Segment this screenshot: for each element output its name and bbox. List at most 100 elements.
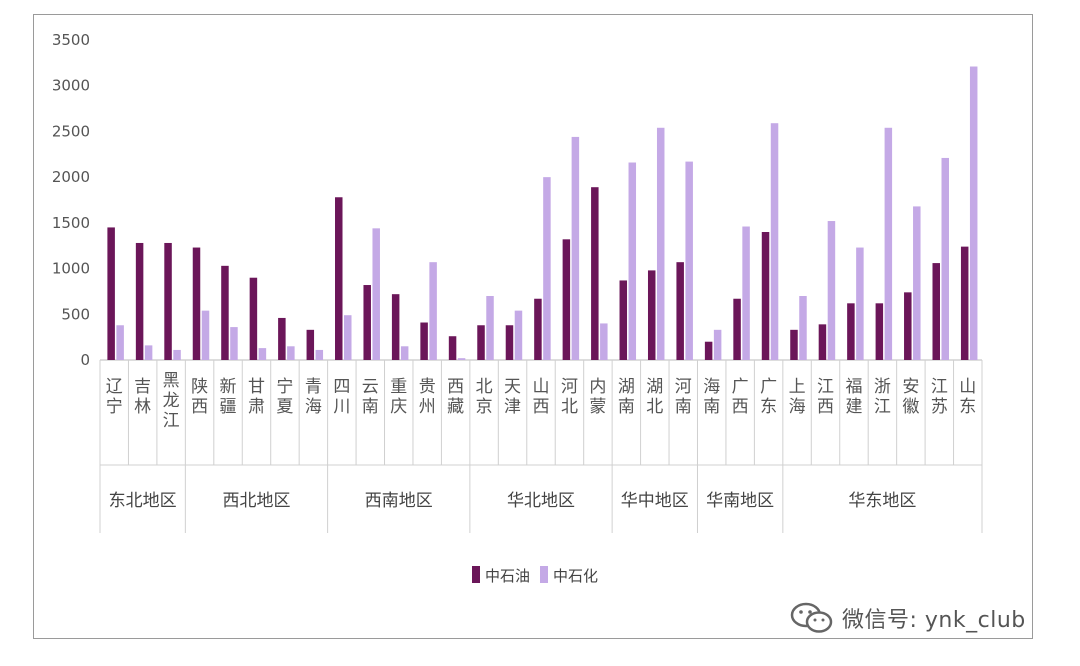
bar-中石化 [600, 323, 608, 360]
category-label: 浙江 [874, 377, 891, 417]
y-tick-label: 3000 [52, 77, 90, 95]
bar-中石化 [770, 123, 779, 360]
bar-中石油 [306, 329, 315, 360]
y-tick-label: 0 [80, 351, 90, 369]
category-label: 宁夏 [276, 377, 293, 417]
bar-中石油 [761, 232, 770, 360]
bar-中石化 [628, 162, 637, 360]
bar-中石油 [904, 292, 912, 360]
bar-中石化 [827, 221, 836, 360]
bar-中石油 [249, 277, 258, 360]
region-label: 华北地区 [507, 491, 575, 511]
bar-中石化 [742, 226, 750, 360]
category-label: 云南 [362, 377, 379, 417]
bar-中石油 [477, 325, 485, 360]
y-tick-label: 3500 [52, 31, 90, 49]
bar-中石油 [847, 303, 855, 360]
category-label: 北京 [476, 377, 493, 417]
category-label: 海南 [703, 377, 720, 417]
bar-中石化 [258, 348, 267, 360]
wechat-icon [790, 602, 833, 633]
bar-中石化 [457, 358, 466, 360]
legend-label: 中石化 [553, 567, 598, 585]
region-label: 华中地区 [621, 491, 689, 511]
category-label: 四川 [333, 377, 350, 417]
region-label: 华东地区 [848, 491, 916, 511]
bar-中石化 [543, 177, 551, 360]
bar-中石油 [135, 242, 144, 360]
category-label: 黑龙江 [163, 371, 180, 431]
bar-中石油 [647, 270, 656, 360]
bar-中石油 [505, 325, 514, 360]
bar-中石油 [704, 341, 713, 360]
bar-中石化 [571, 136, 580, 360]
y-tick-label: 2000 [52, 168, 90, 186]
category-label: 天津 [504, 377, 521, 417]
bar-中石油 [107, 227, 115, 360]
bar-中石化 [144, 345, 153, 360]
bar-中石化 [173, 349, 181, 360]
bar-中石油 [192, 247, 201, 360]
category-label: 吉林 [134, 377, 151, 417]
y-tick-label: 500 [61, 305, 90, 323]
category-label: 西藏 [447, 377, 464, 417]
bar-中石油 [591, 187, 599, 360]
region-label: 东北地区 [109, 491, 177, 511]
category-label: 河北 [561, 377, 578, 417]
category-label: 贵州 [419, 377, 436, 417]
legend-swatch-中石化 [540, 566, 548, 583]
category-label: 河南 [675, 377, 692, 417]
bar-中石油 [818, 324, 827, 360]
category-label: 湖南 [618, 377, 635, 417]
region-label: 西北地区 [222, 491, 290, 511]
bar-中石油 [960, 246, 969, 360]
legend-label: 中石油 [485, 567, 530, 585]
bar-中石油 [363, 285, 371, 360]
bar-中石化 [656, 127, 665, 361]
watermark: 微信号: ynk_club [790, 598, 1026, 638]
bar-中石化 [884, 127, 893, 361]
category-label: 重庆 [390, 377, 407, 417]
y-tick-label: 1000 [52, 260, 90, 278]
category-label: 山东 [959, 377, 976, 417]
bar-中石化 [856, 247, 864, 360]
bar-中石化 [429, 262, 437, 360]
category-label: 青海 [305, 377, 322, 417]
bar-中石油 [790, 329, 798, 360]
bar-中石油 [335, 197, 343, 360]
y-tick-label: 1500 [52, 214, 90, 232]
category-label: 湖北 [646, 377, 663, 417]
bar-中石化 [713, 329, 722, 360]
bar-中石油 [875, 303, 884, 360]
bar-中石油 [391, 294, 400, 360]
bar-中石化 [230, 327, 238, 360]
category-label: 山西 [533, 377, 550, 417]
bar-中石油 [562, 239, 571, 360]
category-label: 安徽 [902, 377, 919, 417]
category-label: 陕西 [191, 377, 208, 417]
bar-中石化 [799, 296, 807, 360]
category-label: 江苏 [931, 377, 948, 417]
bar-中石化 [913, 206, 921, 360]
category-label: 福建 [845, 377, 862, 417]
bar-中石化 [685, 161, 693, 360]
category-label: 甘肃 [248, 377, 265, 417]
category-label: 江西 [817, 377, 834, 417]
bar-中石化 [315, 349, 324, 360]
region-label: 西南地区 [365, 491, 433, 511]
bar-中石化 [372, 228, 380, 360]
region-label: 华南地区 [706, 491, 774, 511]
bar-中石化 [514, 310, 523, 360]
category-label: 新疆 [220, 377, 237, 417]
bar-中石油 [420, 322, 428, 360]
bar-中石油 [278, 317, 286, 360]
bar-中石油 [164, 242, 172, 360]
bar-中石油 [534, 298, 542, 360]
bar-中石化 [486, 296, 494, 360]
bar-中石油 [932, 263, 940, 360]
legend-swatch-中石油 [472, 566, 480, 583]
bar-中石油 [676, 262, 684, 360]
category-label: 广东 [760, 377, 777, 417]
bar-中石油 [448, 336, 457, 360]
